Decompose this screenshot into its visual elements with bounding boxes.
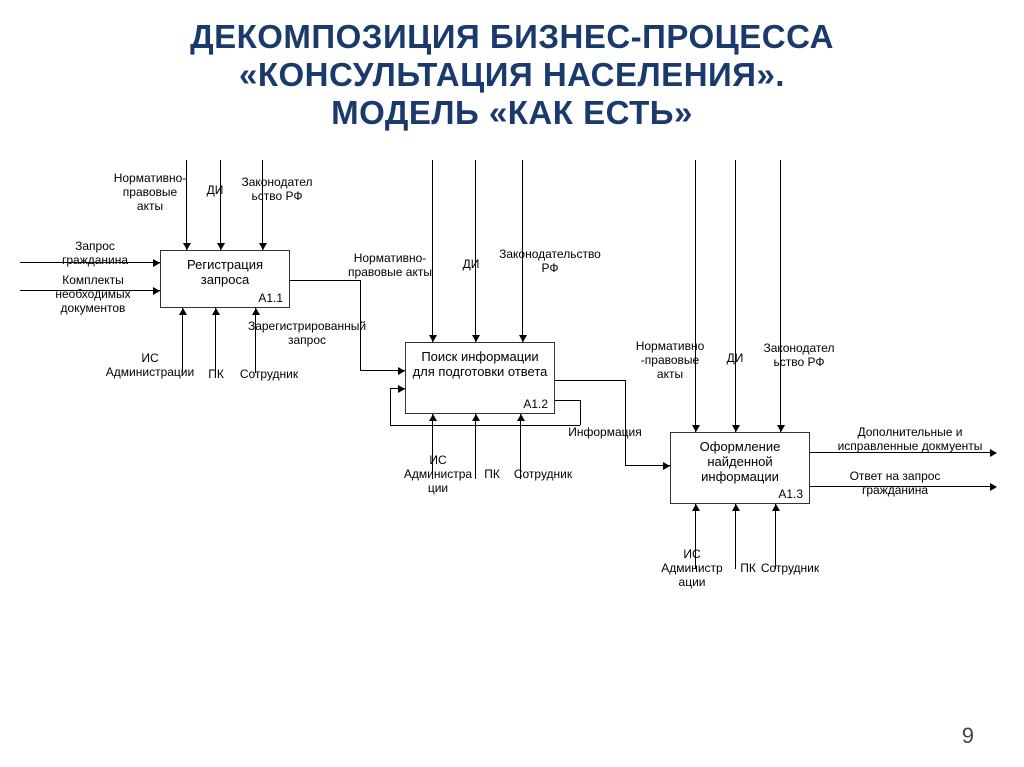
box-a13-title: Оформление найденной информации <box>675 439 805 484</box>
label-isadmin3: ИС Администр ации <box>652 548 732 589</box>
title-line3: МОДЕЛЬ «КАК ЕСТЬ» <box>0 94 1024 132</box>
label-zak2: Законодательство РФ <box>490 248 610 276</box>
label-isadmin1: ИС Администрации <box>100 352 200 380</box>
label-komplekty: Комплекты необходимых документов <box>38 274 148 315</box>
label-npa3: Нормативно -правовые акты <box>630 340 710 381</box>
label-zaregreq: Зарегистрированный запрос <box>232 320 382 348</box>
box-a11-id: A1.1 <box>258 291 283 305</box>
main-title: ДЕКОМПОЗИЦИЯ БИЗНЕС-ПРОЦЕССА «КОНСУЛЬТАЦ… <box>0 0 1024 132</box>
box-a13: Оформление найденной информации A1.3 <box>670 432 810 504</box>
label-sotr2: Сотрудник <box>508 468 578 482</box>
label-di3: ДИ <box>720 352 750 366</box>
idef0-diagram: Регистрация запроса A1.1 Поиск информаци… <box>0 170 1024 730</box>
label-otvet: Ответ на запрос гражданина <box>830 470 960 498</box>
box-a12: Поиск информации для подготовки ответа A… <box>405 342 555 414</box>
label-zapros: Запрос гражданина <box>50 240 140 268</box>
page-number: 9 <box>962 723 974 749</box>
label-di1: ДИ <box>200 184 230 198</box>
label-zak3: Законодател ьство РФ <box>754 342 844 370</box>
box-a11-title: Регистрация запроса <box>165 257 285 287</box>
box-a13-id: A1.3 <box>778 487 803 501</box>
box-a12-title: Поиск информации для подготовки ответа <box>410 349 550 379</box>
box-a12-id: A1.2 <box>523 397 548 411</box>
title-line1: ДЕКОМПОЗИЦИЯ БИЗНЕС-ПРОЦЕССА <box>0 18 1024 56</box>
label-sotr3: Сотрудник <box>755 562 825 576</box>
title-line2: «КОНСУЛЬТАЦИЯ НАСЕЛЕНИЯ». <box>0 56 1024 94</box>
label-isadmin2: ИС Администра ции <box>398 454 478 495</box>
label-npa1: Нормативно- правовые акты <box>110 172 190 213</box>
box-a11: Регистрация запроса A1.1 <box>160 250 290 308</box>
label-di2: ДИ <box>456 258 486 272</box>
label-dop: Дополнительные и исправленные докмуенты <box>830 426 990 454</box>
label-zak1: Законодател ьство РФ <box>232 176 322 204</box>
label-sotr1: Сотрудник <box>234 368 304 382</box>
label-npa2: Нормативно- правовые акты <box>340 252 440 280</box>
label-info: Информация <box>560 426 650 440</box>
label-pk2: ПК <box>480 468 504 482</box>
label-pk1: ПК <box>204 368 228 382</box>
